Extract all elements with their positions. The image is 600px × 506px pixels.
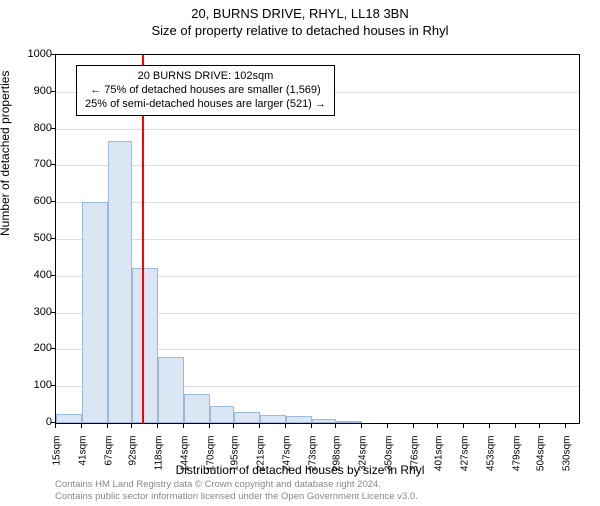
x-tick-label: 324sqm bbox=[358, 436, 369, 476]
footer-attribution: Contains HM Land Registry data © Crown c… bbox=[55, 479, 418, 502]
x-tick-mark bbox=[157, 424, 158, 428]
histogram-bar bbox=[336, 421, 362, 423]
x-tick-mark bbox=[233, 424, 234, 428]
y-tick-mark bbox=[51, 312, 55, 313]
x-tick-mark bbox=[565, 424, 566, 428]
x-tick-label: 67sqm bbox=[103, 436, 114, 476]
x-tick-label: 144sqm bbox=[179, 436, 190, 476]
y-tick-label: 0 bbox=[12, 416, 52, 428]
x-tick-mark bbox=[183, 424, 184, 428]
histogram-bar bbox=[184, 394, 210, 423]
y-tick-mark bbox=[51, 91, 55, 92]
x-tick-label: 453sqm bbox=[485, 436, 496, 476]
histogram-bar bbox=[286, 416, 312, 423]
y-tick-mark bbox=[51, 348, 55, 349]
x-tick-label: 170sqm bbox=[205, 436, 216, 476]
x-tick-label: 530sqm bbox=[562, 436, 573, 476]
y-axis-title: Number of detached properties bbox=[0, 71, 12, 236]
x-tick-label: 298sqm bbox=[332, 436, 343, 476]
x-tick-mark bbox=[539, 424, 540, 428]
y-tick-label: 700 bbox=[12, 158, 52, 170]
y-tick-label: 400 bbox=[12, 269, 52, 281]
x-tick-mark bbox=[285, 424, 286, 428]
histogram-bar bbox=[234, 412, 260, 423]
y-tick-label: 300 bbox=[12, 306, 52, 318]
histogram-bar bbox=[82, 202, 108, 423]
annotation-box: 20 BURNS DRIVE: 102sqm← 75% of detached … bbox=[76, 65, 335, 116]
gridline bbox=[56, 239, 579, 240]
gridline bbox=[56, 129, 579, 130]
y-tick-mark bbox=[51, 54, 55, 55]
x-tick-mark bbox=[55, 424, 56, 428]
x-tick-label: 479sqm bbox=[511, 436, 522, 476]
x-tick-label: 41sqm bbox=[77, 436, 88, 476]
x-tick-label: 376sqm bbox=[409, 436, 420, 476]
x-tick-label: 247sqm bbox=[281, 436, 292, 476]
x-tick-mark bbox=[311, 424, 312, 428]
y-tick-label: 900 bbox=[12, 85, 52, 97]
histogram-bar bbox=[210, 406, 235, 423]
chart-plot-area: 20 BURNS DRIVE: 102sqm← 75% of detached … bbox=[55, 54, 580, 424]
x-tick-mark bbox=[209, 424, 210, 428]
x-tick-mark bbox=[515, 424, 516, 428]
y-tick-mark bbox=[51, 422, 55, 423]
footer-line-1: Contains HM Land Registry data © Crown c… bbox=[55, 479, 418, 490]
chart-subtitle: Size of property relative to detached ho… bbox=[0, 23, 600, 38]
histogram-bar bbox=[132, 268, 158, 423]
x-tick-label: 504sqm bbox=[536, 436, 547, 476]
x-tick-mark bbox=[437, 424, 438, 428]
x-tick-mark bbox=[361, 424, 362, 428]
x-tick-mark bbox=[387, 424, 388, 428]
x-tick-label: 195sqm bbox=[230, 436, 241, 476]
y-tick-mark bbox=[51, 128, 55, 129]
x-tick-label: 92sqm bbox=[128, 436, 139, 476]
y-tick-mark bbox=[51, 385, 55, 386]
gridline bbox=[56, 202, 579, 203]
x-tick-label: 221sqm bbox=[256, 436, 267, 476]
gridline bbox=[56, 165, 579, 166]
y-tick-label: 100 bbox=[12, 379, 52, 391]
annotation-line: 25% of semi-detached houses are larger (… bbox=[85, 98, 326, 112]
histogram-bar bbox=[312, 419, 337, 423]
histogram-bar bbox=[260, 415, 286, 423]
x-tick-mark bbox=[463, 424, 464, 428]
x-tick-label: 273sqm bbox=[307, 436, 318, 476]
x-tick-mark bbox=[413, 424, 414, 428]
y-tick-label: 1000 bbox=[12, 48, 52, 60]
annotation-line: ← 75% of detached houses are smaller (1,… bbox=[85, 84, 326, 98]
histogram-bar bbox=[56, 414, 82, 423]
y-tick-label: 800 bbox=[12, 122, 52, 134]
x-tick-mark bbox=[335, 424, 336, 428]
histogram-bar bbox=[108, 141, 133, 423]
y-tick-label: 500 bbox=[12, 232, 52, 244]
annotation-line: 20 BURNS DRIVE: 102sqm bbox=[85, 70, 326, 84]
x-tick-mark bbox=[107, 424, 108, 428]
x-tick-label: 350sqm bbox=[383, 436, 394, 476]
x-tick-mark bbox=[81, 424, 82, 428]
x-tick-mark bbox=[259, 424, 260, 428]
y-tick-mark bbox=[51, 275, 55, 276]
x-tick-mark bbox=[131, 424, 132, 428]
x-tick-label: 15sqm bbox=[52, 436, 63, 476]
y-tick-label: 600 bbox=[12, 195, 52, 207]
address-title: 20, BURNS DRIVE, RHYL, LL18 3BN bbox=[0, 6, 600, 21]
x-tick-mark bbox=[489, 424, 490, 428]
histogram-bar bbox=[158, 357, 184, 423]
x-tick-label: 427sqm bbox=[460, 436, 471, 476]
footer-line-2: Contains public sector information licen… bbox=[55, 491, 418, 502]
y-tick-mark bbox=[51, 238, 55, 239]
x-tick-label: 401sqm bbox=[434, 436, 445, 476]
y-tick-mark bbox=[51, 164, 55, 165]
x-axis-title: Distribution of detached houses by size … bbox=[0, 463, 600, 477]
x-tick-label: 118sqm bbox=[154, 436, 165, 476]
y-tick-mark bbox=[51, 201, 55, 202]
y-tick-label: 200 bbox=[12, 342, 52, 354]
